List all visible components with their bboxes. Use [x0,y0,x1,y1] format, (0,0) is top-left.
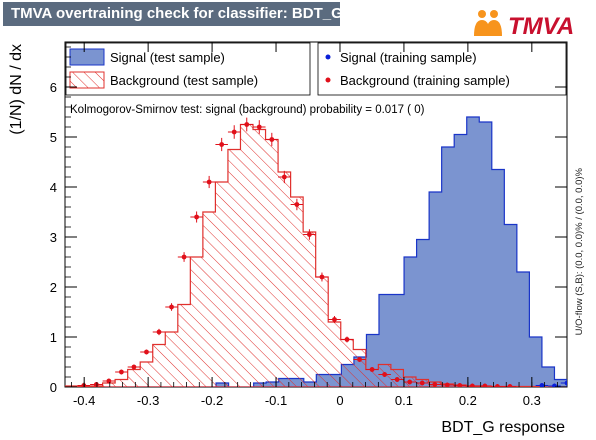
background-training-point [93,382,99,387]
background-training-point [432,382,438,387]
legend-background-test-swatch [69,71,105,89]
background-training-point [256,124,262,130]
logo-figures-icon [474,10,502,36]
background-training-point [369,367,375,372]
background-training-point [119,369,124,375]
signal-training-point [577,377,582,382]
background-training-points [77,117,517,387]
x-tick-label: 0.3 [523,393,541,408]
background-training-point [507,384,513,387]
overflow-note: U/O-flow (S,B): (0.0, 0.0)% / (0.0, 0.0)… [574,167,585,335]
y-tick-label: 5 [50,130,57,145]
background-training-point [394,377,400,382]
background-training-point [357,357,362,362]
background-training-point [144,349,149,355]
y-tick-label: 2 [50,280,57,295]
background-training-point [457,383,463,387]
tmva-logo: TMVA [474,10,574,40]
background-training-point [194,214,200,220]
background-training-point [294,202,300,207]
background-training-point [169,304,174,310]
legend-box-right [317,42,567,96]
legend: Signal (test sample) Background (test sa… [65,42,567,96]
signal-training-points [535,370,595,387]
y-tick-label: 0 [50,380,57,395]
y-axis-label: (1/N) dN / dx [8,44,25,135]
y-tick-label: 1 [50,330,57,345]
signal-training-point [564,380,567,386]
background-training-point [444,382,450,387]
background-training-point [269,137,275,142]
legend-signal-training-marker [325,54,331,60]
background-training-point [495,384,500,387]
x-tick-label: -0.2 [201,393,223,408]
background-training-point [156,329,162,335]
background-training-point [131,364,137,370]
signal-training-point [590,370,595,375]
title-bar: TMVA overtraining check for classifier: … [3,2,343,26]
y-axis-ticks: 0 1 2 3 4 5 6 [50,46,567,395]
background-training-point [469,383,475,387]
legend-background-test-label: Background (test sample) [110,73,258,88]
background-training-point [181,254,187,260]
page-title: TMVA overtraining check for classifier: … [11,5,343,22]
background-training-point [206,179,212,185]
y-tick-label: 6 [50,80,57,95]
x-tick-label: -0.4 [73,393,95,408]
ks-annotation: Kolmogorov-Smirnov test: signal (backgro… [70,104,425,116]
x-tick-label: 0.1 [395,393,413,408]
legend-background-training-marker [325,77,331,83]
background-training-point [332,317,337,322]
y-tick-label: 3 [50,230,57,245]
legend-signal-test-label: Signal (test sample) [110,50,225,65]
signal-training-point [552,383,557,387]
background-training-point [319,274,325,280]
x-tick-label: -0.3 [137,393,159,408]
background-training-point [419,380,425,386]
background-training-point [382,372,388,377]
legend-signal-test-swatch [69,48,105,66]
signal-training-point [539,383,545,387]
background-training-point [244,122,250,127]
x-axis-ticks: -0.4 -0.3 -0.2 -0.1 0 0.1 0.2 0.3 [70,42,558,408]
legend-signal-training-label: Signal (training sample) [340,50,477,65]
background-training-point [219,142,225,147]
x-tick-label: 0 [336,393,343,408]
legend-background-training-label: Background (training sample) [340,73,510,88]
background-training-point [307,232,312,237]
logo-text: TMVA [508,13,574,40]
x-axis-label: BDT_G response [441,419,565,436]
x-tick-label: -0.1 [265,393,287,408]
y-tick-label: 4 [50,180,57,195]
background-training-point [482,383,488,387]
legend-box-left [65,42,311,96]
background-training-point [344,337,350,342]
background-training-point [106,378,112,384]
x-tick-label: 0.2 [459,393,477,408]
background-training-point [281,174,287,180]
background-training-point [407,379,413,385]
background-training-point [231,129,237,135]
